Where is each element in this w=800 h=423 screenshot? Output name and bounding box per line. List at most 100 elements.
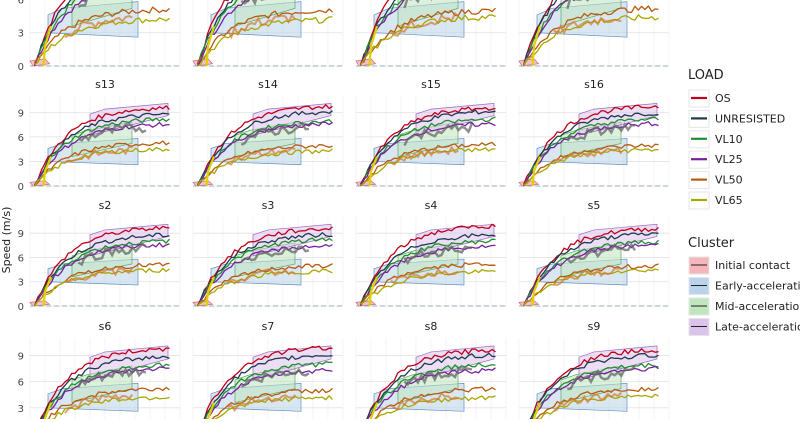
series-line bbox=[33, 0, 66, 66]
centroid-line bbox=[64, 267, 134, 283]
series-line bbox=[359, 223, 496, 306]
panel: s9 bbox=[518, 320, 670, 423]
series-line bbox=[368, 25, 379, 67]
series-line bbox=[33, 242, 170, 307]
series-line bbox=[522, 112, 659, 187]
centroid-line bbox=[227, 147, 296, 166]
series-line bbox=[196, 0, 234, 65]
series-line bbox=[359, 233, 496, 305]
panels: 03690369s13s14s15s160369s2s3s4s50369s6s7… bbox=[18, 0, 670, 423]
panel-title: s2 bbox=[99, 199, 112, 212]
series-line bbox=[197, 268, 333, 306]
series-line bbox=[527, 352, 659, 423]
series-line bbox=[522, 0, 569, 67]
legend-load-item: VL50 bbox=[688, 171, 743, 190]
series-line bbox=[196, 110, 333, 186]
y-tick-label: 3 bbox=[18, 29, 24, 40]
centroid-line bbox=[227, 268, 296, 284]
series-line bbox=[364, 352, 496, 423]
series-line bbox=[38, 347, 170, 423]
centroid-line bbox=[64, 145, 133, 164]
series-line bbox=[196, 121, 333, 187]
series-line bbox=[33, 117, 170, 186]
centroid-line bbox=[567, 365, 636, 391]
legend-load-label: VL50 bbox=[715, 174, 743, 187]
series-line bbox=[368, 276, 379, 307]
series-line bbox=[34, 17, 170, 66]
series-line bbox=[359, 14, 496, 67]
series-line bbox=[369, 395, 496, 423]
y-tick-label: 6 bbox=[18, 0, 24, 6]
y-tick-label: 3 bbox=[18, 278, 24, 289]
series-line bbox=[359, 0, 397, 67]
panel: s3 bbox=[192, 199, 344, 307]
series-line bbox=[364, 362, 496, 423]
series-line bbox=[33, 105, 170, 186]
panel: s16 bbox=[518, 78, 670, 187]
legend-cluster-title: Cluster bbox=[688, 236, 735, 251]
centroid-line bbox=[240, 367, 310, 388]
series-line bbox=[522, 116, 659, 187]
panel: 0369s6 bbox=[18, 320, 181, 423]
cluster-region bbox=[89, 345, 169, 381]
centroid-line bbox=[64, 393, 134, 414]
series-line bbox=[359, 121, 496, 187]
y-tick-label: 9 bbox=[18, 351, 24, 362]
series-line bbox=[33, 0, 72, 64]
centroid-line bbox=[77, 366, 147, 388]
panel: 0 3 6 9 s2 bbox=[18, 199, 181, 313]
centroid-line bbox=[566, 242, 636, 264]
series-line bbox=[522, 226, 659, 307]
series-line bbox=[360, 147, 496, 187]
series-line bbox=[522, 232, 659, 307]
legend-load-label: VL10 bbox=[715, 133, 743, 146]
series-line bbox=[532, 402, 542, 423]
series-line bbox=[39, 366, 170, 423]
legend-load-item: VL10 bbox=[688, 130, 743, 149]
series-line bbox=[531, 276, 542, 307]
centroid-line bbox=[553, 391, 623, 413]
series-line bbox=[45, 396, 170, 423]
y-tick-label: 6 bbox=[18, 133, 24, 144]
panel-title: s16 bbox=[584, 78, 604, 91]
series-line bbox=[368, 156, 379, 187]
series-line bbox=[201, 345, 333, 423]
series-line bbox=[42, 156, 53, 187]
y-axis-label: Speed (m/s) bbox=[0, 207, 13, 274]
panel: s8 bbox=[355, 320, 507, 423]
series-line bbox=[522, 143, 659, 186]
series-line bbox=[205, 25, 216, 67]
series-line bbox=[206, 402, 216, 423]
series-line bbox=[359, 106, 496, 185]
legend-cluster-label: Late-acceleration bbox=[715, 321, 800, 334]
series-line bbox=[522, 268, 659, 307]
legend-cluster-item: Late-acceleration bbox=[688, 318, 800, 336]
series-line bbox=[196, 232, 333, 307]
panel-title: s6 bbox=[99, 320, 112, 333]
series-line bbox=[522, 0, 558, 66]
series-line bbox=[42, 276, 53, 307]
series-line bbox=[359, 109, 496, 185]
series-line bbox=[359, 0, 412, 65]
panel: s4 bbox=[355, 199, 507, 307]
centroid-line bbox=[390, 391, 459, 411]
series-line bbox=[360, 268, 496, 305]
series-line bbox=[196, 263, 333, 307]
legend-load-label: UNRESISTED bbox=[715, 112, 785, 125]
legend-load-item: UNRESISTED bbox=[688, 109, 785, 128]
y-tick-label: 3 bbox=[18, 404, 24, 415]
series-line bbox=[522, 5, 659, 67]
series-line bbox=[522, 0, 554, 66]
panel: s7 bbox=[192, 320, 344, 423]
y-tick-label: 9 bbox=[18, 108, 24, 119]
series-line bbox=[522, 121, 659, 187]
centroid-line bbox=[403, 245, 473, 266]
legend-cluster-item: Early-acceleration bbox=[688, 277, 800, 295]
series-line bbox=[43, 402, 53, 423]
panel-title: s5 bbox=[588, 199, 601, 212]
series-line bbox=[522, 0, 576, 67]
cluster-region bbox=[252, 102, 332, 136]
panel: s14 bbox=[192, 78, 344, 187]
series-line bbox=[33, 232, 170, 306]
